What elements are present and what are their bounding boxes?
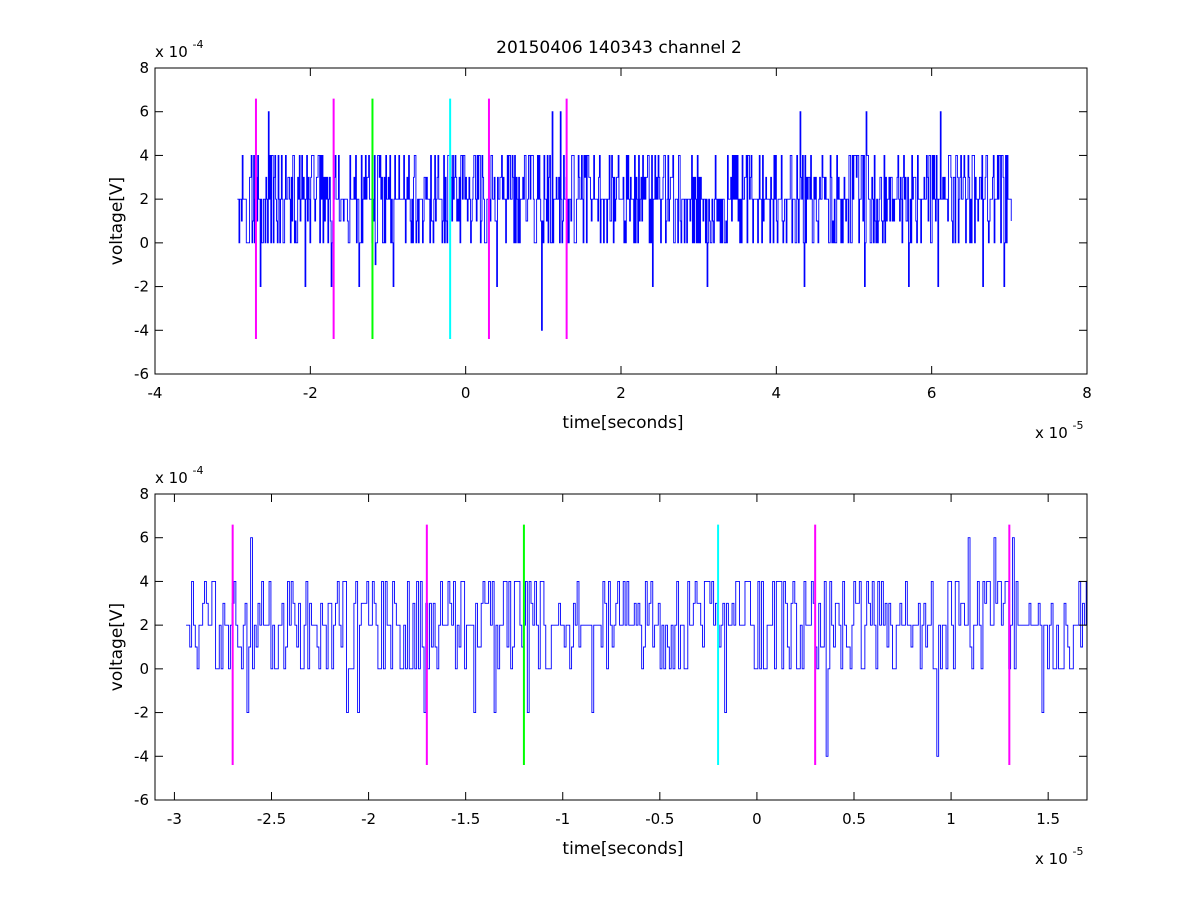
axes-box (154, 493, 1088, 801)
figure-title: 20150406 140343 channel 2 (496, 38, 742, 58)
signal-trace (186, 537, 1087, 757)
y-tick-label: 2 (139, 616, 149, 634)
y-tick-label: 6 (139, 529, 149, 547)
signal-trace (237, 111, 1012, 331)
x-tick-label: -2 (361, 810, 376, 828)
y-tick-label: 0 (139, 660, 149, 678)
y-exponent-label: x 10 -4 (155, 464, 203, 487)
x-tick-label: 1 (946, 810, 956, 828)
y-tick-label: 0 (139, 234, 149, 252)
y-tick-label: -2 (134, 278, 149, 296)
y-exponent-label: x 10 -4 (155, 38, 203, 61)
x-tick-label: -1 (555, 810, 570, 828)
y-tick-label: -2 (134, 704, 149, 722)
y-tick-label: 6 (139, 103, 149, 121)
x-tick-label: -2 (303, 384, 318, 402)
x-tick-label: 2 (616, 384, 626, 402)
x-axis-label: time[seconds] (562, 413, 683, 433)
y-tick-label: 8 (139, 59, 149, 77)
y-tick-label: -4 (134, 747, 149, 765)
y-tick-label: 4 (139, 146, 149, 164)
x-tick-label: -3 (167, 810, 182, 828)
x-tick-label: 6 (927, 384, 937, 402)
x-tick-label: 4 (772, 384, 782, 402)
y-axis-label: voltage[V] (107, 177, 127, 265)
x-tick-label: 0.5 (842, 810, 866, 828)
x-axis-label: time[seconds] (562, 839, 683, 859)
x-tick-label: 0 (752, 810, 762, 828)
x-tick-label: -1.5 (451, 810, 480, 828)
subplot-1: -4 -2 0 2 4 6 8-6-4-202468time[seconds]voltage… (107, 38, 1092, 442)
y-axis-label: voltage[V] (107, 603, 127, 691)
x-tick-label: 1.5 (1036, 810, 1060, 828)
x-tick-label: 8 (1082, 384, 1092, 402)
subplot-2: -3 -2.5 -2 -1.5 -1 -0.5 0 0.5 1 1.5 -6 -4 -2 0 2 4 6 8 tim… (107, 464, 1088, 868)
x-exponent-label: x 10 -5 (1035, 845, 1083, 868)
y-tick-label: -6 (134, 365, 149, 383)
y-tick-label: 4 (139, 572, 149, 590)
y-tick-label: -4 (134, 321, 149, 339)
x-tick-label: 0 (461, 384, 471, 402)
x-tick-label: -0.5 (645, 810, 674, 828)
y-tick-label: 2 (139, 190, 149, 208)
y-tick-label: 8 (139, 485, 149, 503)
x-exponent-label: x 10 -5 (1035, 419, 1083, 442)
x-tick-label: -4 (148, 384, 163, 402)
y-tick-label: -6 (134, 791, 149, 809)
x-tick-label: -2.5 (257, 810, 286, 828)
